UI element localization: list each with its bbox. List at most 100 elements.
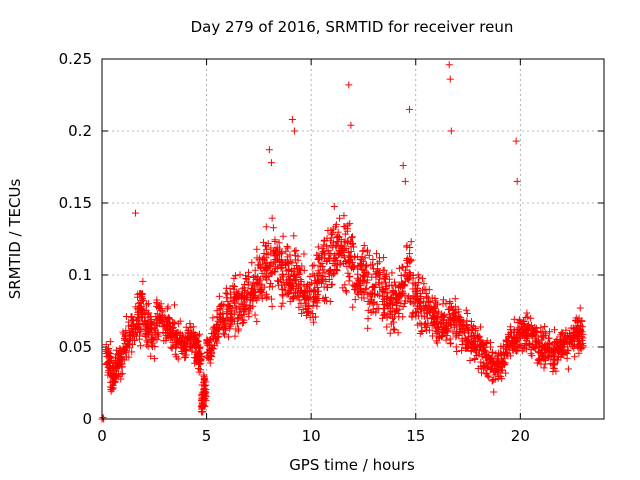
data-point [372,309,380,317]
data-point [274,248,282,256]
data-point [413,309,421,317]
data-point [200,376,208,384]
y-tick-label: 0.15 [59,194,92,212]
data-point [407,257,415,265]
data-point [296,290,304,298]
data-point [554,356,562,364]
data-point [483,337,491,345]
data-point [515,343,523,351]
data-point [429,332,437,340]
data-point [279,232,287,240]
data-point [537,324,545,332]
data-point [578,336,586,344]
data-point [522,345,530,353]
data-point [138,293,146,301]
data-point [223,294,231,302]
data-point [131,209,139,217]
data-point [310,298,318,306]
data-point [254,275,262,283]
data-point [308,262,316,270]
data-point [137,306,145,314]
data-point [117,375,125,383]
data-point [576,326,584,334]
data-point [125,340,133,348]
data-point [185,326,193,334]
data-point [504,352,512,360]
data-point [178,336,186,344]
data-point [260,249,268,257]
data-point [322,293,330,301]
data-point [392,308,400,316]
data-point [307,287,315,295]
data-point [363,276,371,284]
data-point [375,279,383,287]
data-point [346,252,354,260]
data-point [297,309,305,317]
x-tick-label: 10 [302,427,321,445]
data-point [253,254,261,262]
data-point [204,342,212,350]
data-point [240,316,248,324]
data-point [532,333,540,341]
data-point [171,350,179,358]
data-point [304,280,312,288]
data-point [527,314,535,322]
data-point [487,354,495,362]
data-point [322,277,330,285]
data-point [328,229,336,237]
data-point [364,270,372,278]
data-point [111,378,119,386]
data-point [422,319,430,327]
data-point [523,309,531,317]
data-point [344,248,352,256]
data-point [386,329,394,337]
data-point [494,367,502,375]
data-point [472,348,480,356]
data-point [258,295,266,303]
data-point [118,370,126,378]
data-point [430,302,438,310]
data-point [442,336,450,344]
data-point [379,266,387,274]
data-point [441,330,449,338]
data-point [430,314,438,322]
data-point [263,273,271,281]
data-point [178,348,186,356]
data-point [163,305,171,313]
data-point [521,330,529,338]
data-point [147,324,155,332]
data-point [444,325,452,333]
axis-ticks [101,58,604,420]
data-point [284,244,292,252]
data-point [391,278,399,286]
data-point [231,282,239,290]
data-point [139,277,147,285]
data-point [341,281,349,289]
data-point [300,266,308,274]
data-point [240,280,248,288]
data-point [348,233,356,241]
data-point [139,294,147,302]
data-point [231,332,239,340]
data-point [266,261,274,269]
data-point [315,277,323,285]
data-point [198,408,206,416]
data-point [325,254,333,262]
data-point [201,402,209,410]
data-point [420,280,428,288]
data-point [332,221,340,229]
data-point [309,313,317,321]
data-point [258,289,266,297]
plot-frame [101,58,605,420]
data-point [349,303,357,311]
data-point [263,246,271,254]
data-point [347,121,355,129]
data-point [464,326,472,334]
data-point [521,323,529,331]
data-point [371,290,379,298]
data-point [172,341,180,349]
data-point [359,258,367,266]
data-point [234,327,242,335]
data-point [311,279,319,287]
data-point [284,290,292,298]
